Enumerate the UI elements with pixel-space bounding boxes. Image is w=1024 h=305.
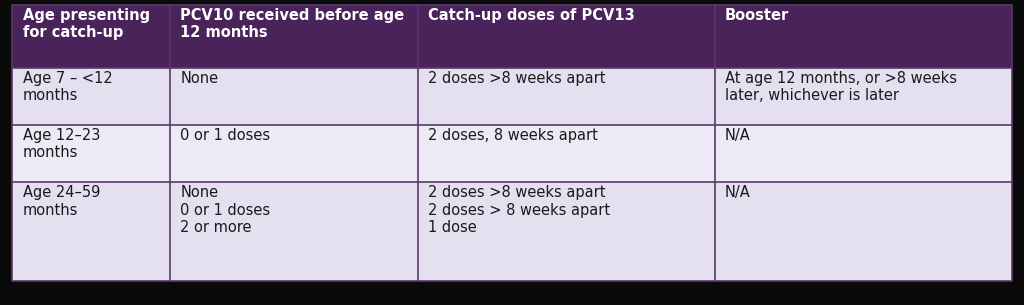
Text: Age 7 – <12
months: Age 7 – <12 months bbox=[23, 70, 113, 103]
Text: None
0 or 1 doses
2 or more: None 0 or 1 doses 2 or more bbox=[180, 185, 270, 235]
Text: PCV10 received before age
12 months: PCV10 received before age 12 months bbox=[180, 8, 404, 40]
Bar bbox=[170, 67, 418, 125]
Bar bbox=[12, 5, 170, 67]
Bar bbox=[715, 67, 1012, 125]
Text: 2 doses >8 weeks apart: 2 doses >8 weeks apart bbox=[428, 70, 606, 86]
Bar bbox=[418, 125, 715, 182]
Bar bbox=[715, 182, 1012, 281]
Text: Booster: Booster bbox=[725, 8, 790, 23]
Text: Catch-up doses of PCV13: Catch-up doses of PCV13 bbox=[428, 8, 635, 23]
Text: Age presenting
for catch-up: Age presenting for catch-up bbox=[23, 8, 150, 40]
Text: 2 doses, 8 weeks apart: 2 doses, 8 weeks apart bbox=[428, 128, 598, 143]
Text: 0 or 1 doses: 0 or 1 doses bbox=[180, 128, 270, 143]
Bar bbox=[170, 5, 418, 67]
Bar bbox=[12, 182, 170, 281]
Bar bbox=[12, 67, 170, 125]
Bar bbox=[715, 125, 1012, 182]
Bar bbox=[715, 5, 1012, 67]
Bar bbox=[418, 5, 715, 67]
Text: 2 doses >8 weeks apart
2 doses > 8 weeks apart
1 dose: 2 doses >8 weeks apart 2 doses > 8 weeks… bbox=[428, 185, 610, 235]
Text: N/A: N/A bbox=[725, 185, 751, 200]
Text: N/A: N/A bbox=[725, 128, 751, 143]
Bar bbox=[170, 182, 418, 281]
Bar bbox=[418, 182, 715, 281]
Bar bbox=[170, 125, 418, 182]
Text: None: None bbox=[180, 70, 218, 86]
Bar bbox=[12, 125, 170, 182]
Text: Age 12–23
months: Age 12–23 months bbox=[23, 128, 100, 160]
Text: At age 12 months, or >8 weeks
later, whichever is later: At age 12 months, or >8 weeks later, whi… bbox=[725, 70, 957, 103]
Text: Age 24–59
months: Age 24–59 months bbox=[23, 185, 100, 218]
Bar bbox=[418, 67, 715, 125]
